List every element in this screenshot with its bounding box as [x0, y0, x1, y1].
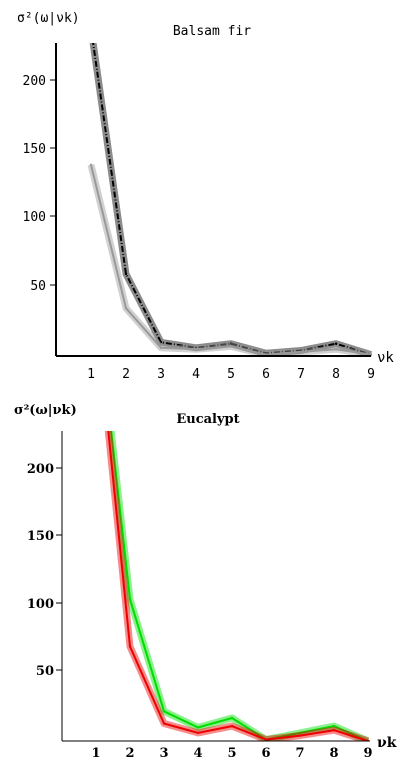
x-tick-label: 9	[363, 746, 372, 760]
x-tick-group: 1 2 3 4 5 6 7 8 9	[91, 746, 372, 760]
x-tick-label: 5	[227, 746, 236, 760]
data-point	[334, 342, 338, 345]
data-point	[332, 724, 336, 728]
series-band	[87, 163, 372, 356]
x-tick-label: 4	[192, 367, 200, 382]
series-line	[92, 43, 372, 356]
y-tick-label: 200	[27, 462, 54, 477]
x-tick-label: 1	[87, 367, 95, 382]
data-point	[162, 722, 166, 725]
data-point	[229, 345, 233, 348]
data-point	[90, 27, 92, 29]
y-axis-label: σ²(ω|νk)	[17, 11, 80, 26]
data-point	[298, 734, 302, 737]
chart-eucalypt: Eucalypt σ²(ω|νk) νk 50 100 150 200 1 2 …	[14, 294, 397, 760]
series-group	[87, 27, 372, 356]
y-tick-label: 100	[27, 597, 54, 612]
data-point	[159, 346, 163, 349]
x-axis-label: νk	[377, 350, 394, 366]
x-tick-label: 5	[227, 367, 235, 382]
y-tick-label: 50	[36, 664, 54, 679]
x-tick-label: 6	[261, 746, 270, 760]
data-point	[162, 710, 166, 713]
x-tick-label: 4	[193, 746, 202, 760]
data-point	[332, 729, 336, 732]
data-point	[229, 342, 233, 345]
y-tick-label: 150	[27, 529, 54, 544]
data-point	[95, 308, 97, 310]
x-tick-label: 8	[332, 367, 340, 382]
series-band	[89, 43, 372, 356]
data-point	[124, 272, 128, 276]
x-tick-label: 2	[125, 746, 134, 760]
data-point	[128, 645, 132, 648]
data-point	[196, 726, 200, 729]
y-tick-group: 50 100 150 200	[27, 462, 62, 679]
data-point	[264, 738, 268, 741]
data-point	[299, 350, 303, 354]
data-point	[95, 294, 97, 296]
chart-balsam-fir: Balsam fir σ²(ω|νk) νk 50 100 150 200 1 …	[17, 11, 394, 382]
chart-title: Eucalypt	[176, 412, 239, 427]
x-tick-label: 1	[91, 746, 100, 760]
data-point	[124, 307, 128, 310]
data-point	[128, 598, 132, 601]
x-tick-label: 6	[262, 367, 270, 382]
y-tick-label: 150	[23, 142, 46, 157]
x-tick-label: 2	[122, 367, 130, 382]
x-tick-label: 9	[367, 367, 375, 382]
y-tick-label: 200	[23, 74, 46, 89]
series-line	[110, 431, 369, 741]
series-group	[95, 294, 370, 741]
x-tick-label: 3	[159, 746, 168, 760]
x-tick-label: 3	[157, 367, 165, 382]
data-point	[196, 731, 200, 735]
data-point	[194, 348, 198, 351]
data-point	[89, 163, 93, 166]
chart-title: Balsam fir	[173, 24, 251, 39]
x-tick-label: 8	[329, 746, 338, 760]
y-tick-group: 50 100 150 200	[23, 74, 56, 294]
x-tick-label: 7	[297, 367, 305, 382]
y-axis-label: σ²(ω|νk)	[14, 403, 77, 418]
series-line	[90, 164, 372, 356]
x-tick-group: 1 2 3 4 5 6 7 8 9	[87, 367, 375, 382]
y-tick-label: 50	[30, 279, 46, 294]
x-tick-label: 7	[295, 746, 304, 760]
data-point	[334, 348, 338, 351]
data-point	[230, 724, 234, 728]
data-point	[230, 716, 234, 720]
data-point	[159, 341, 163, 344]
x-axis-label: νk	[377, 735, 397, 751]
y-tick-label: 100	[23, 210, 46, 225]
series-band	[107, 431, 370, 741]
data-point	[298, 731, 302, 735]
